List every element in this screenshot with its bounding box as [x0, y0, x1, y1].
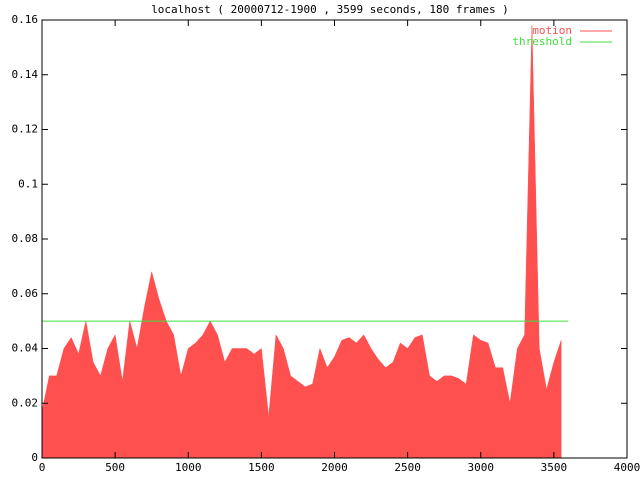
y-tick-label: 0.16: [12, 13, 39, 26]
y-tick-label: 0.02: [12, 396, 39, 409]
y-tick-label: 0.08: [12, 232, 39, 245]
x-tick-label: 3500: [541, 461, 568, 474]
x-tick-label: 1500: [248, 461, 275, 474]
x-tick-label: 0: [39, 461, 46, 474]
legend-label: threshold: [512, 35, 572, 48]
y-tick-label: 0.04: [12, 342, 39, 355]
legend-label: motion: [532, 24, 572, 37]
y-tick-label: 0.06: [12, 287, 39, 300]
x-tick-label: 2000: [321, 461, 348, 474]
y-tick-label: 0.1: [18, 177, 38, 190]
x-tick-label: 500: [105, 461, 125, 474]
chart-title: localhost ( 20000712-1900 , 3599 seconds…: [151, 3, 509, 16]
y-tick-label: 0: [31, 451, 38, 464]
x-tick-label: 1000: [175, 461, 202, 474]
x-tick-label: 4000: [614, 461, 640, 474]
y-tick-label: 0.14: [12, 68, 39, 81]
x-tick-label: 3000: [468, 461, 495, 474]
motion-area: [41, 25, 562, 459]
x-tick-label: 2500: [394, 461, 421, 474]
y-tick-label: 0.12: [12, 123, 39, 136]
